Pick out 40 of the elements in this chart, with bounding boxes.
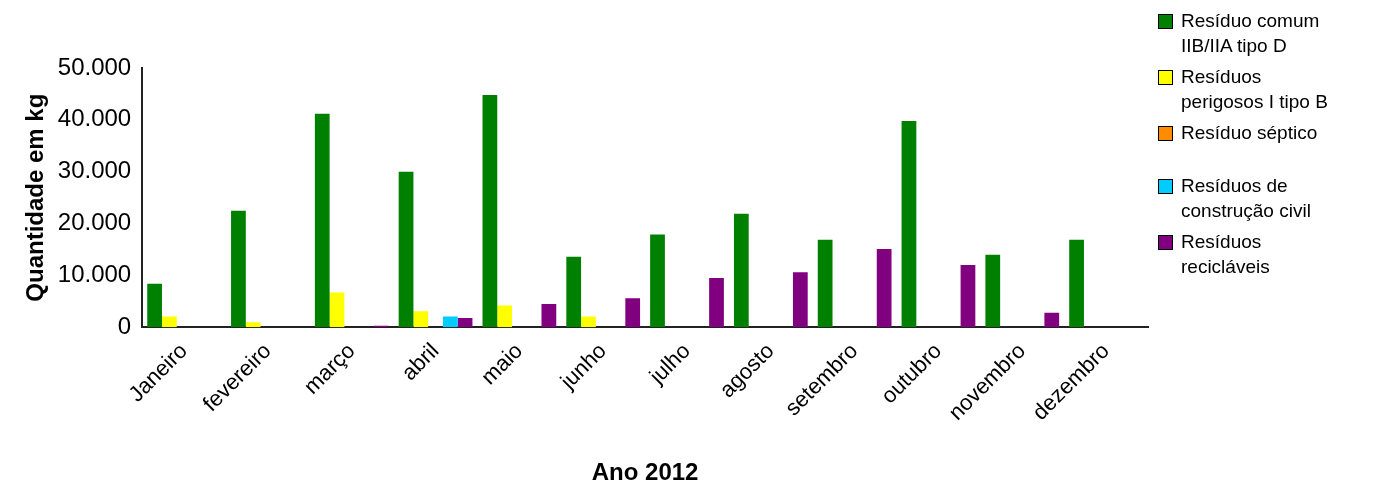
legend-label: Resíduo séptico [1181,121,1319,145]
bar [733,213,749,328]
bar [985,254,1001,328]
bar [161,316,177,328]
bar [329,292,345,328]
y-axis-title: Quantidade em kg [21,93,49,302]
bar [566,256,582,328]
bar [413,311,429,328]
bar [442,316,458,328]
bar [1044,312,1060,328]
bar [245,322,261,328]
bar [792,272,808,328]
bar [709,278,724,328]
bar [482,94,498,328]
bar [960,265,976,328]
bar [497,305,512,328]
legend-label: Resíduos de construção civil [1181,174,1312,223]
bar [314,113,330,328]
bar [901,120,917,328]
bar [581,316,596,328]
bar [398,171,414,328]
bar [457,318,473,328]
y-tick-label: 40.000 [57,104,132,132]
bar [541,304,557,328]
legend-label: Resíduos perigosos I tipo B [1181,65,1329,114]
y-tick-label: 20.000 [57,208,132,236]
bar [876,249,892,328]
x-axis-title: Ano 2012 [591,458,699,486]
bar [650,234,665,328]
bar [147,283,162,328]
y-tick-label: 50.000 [57,52,132,80]
y-tick-label: 30.000 [57,156,132,184]
legend-label: Resíduo comum IIB/IIA tipo D [1181,9,1321,58]
y-tick-label: 0 [117,311,132,339]
y-tick-label: 10.000 [57,260,132,288]
bar [625,298,641,328]
bar [817,239,833,328]
legend-label: Resíduos recicláveis [1181,230,1271,279]
bar [231,210,246,328]
bar [1069,239,1084,328]
